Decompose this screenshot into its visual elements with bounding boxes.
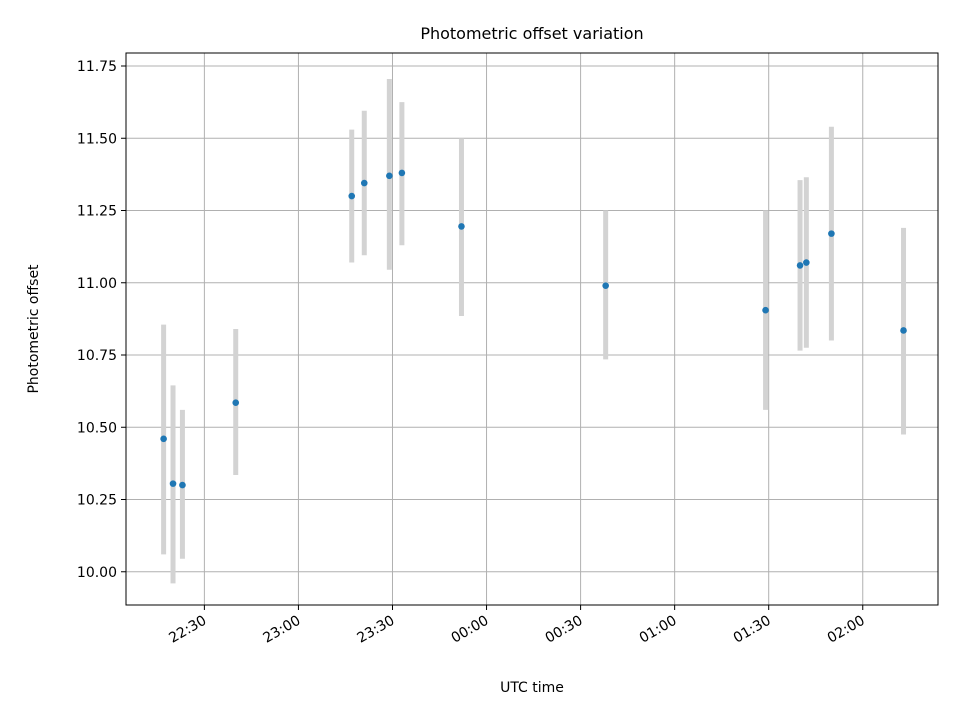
data-point [602, 282, 609, 289]
plot-area-frame [125, 52, 939, 606]
data-point [828, 230, 835, 237]
y-tick-label: 10.00 [77, 565, 117, 581]
data-point [179, 481, 186, 489]
data-point [232, 399, 240, 406]
chart-title: Photometric offset variation [420, 24, 643, 43]
data-point [348, 192, 356, 200]
data-point [398, 169, 406, 177]
point-layer [160, 169, 907, 489]
y-axis-ticks: 10.00 10.25 10.50 10.75 11.00 11.25 11.50 11.75 [77, 59, 126, 581]
data-point [762, 306, 769, 314]
y-tick-label: 11.50 [77, 131, 117, 147]
y-tick-label: 10.50 [77, 420, 117, 436]
data-point [458, 223, 465, 230]
data-point [803, 259, 810, 266]
data-point [796, 262, 804, 269]
data-point [169, 480, 177, 487]
data-point [900, 327, 907, 334]
grid-layer [126, 53, 938, 605]
x-axis-label: UTC time [500, 680, 564, 696]
y-tick-label: 11.00 [77, 276, 117, 292]
data-point [360, 179, 368, 187]
y-tick-label: 10.25 [77, 493, 117, 509]
y-axis-label: Photometric offset [26, 264, 42, 394]
y-tick-label: 11.75 [77, 59, 117, 75]
y-tick-label: 11.25 [77, 204, 117, 220]
data-point [160, 435, 167, 443]
data-point [386, 172, 393, 180]
y-tick-label: 10.75 [77, 348, 117, 364]
